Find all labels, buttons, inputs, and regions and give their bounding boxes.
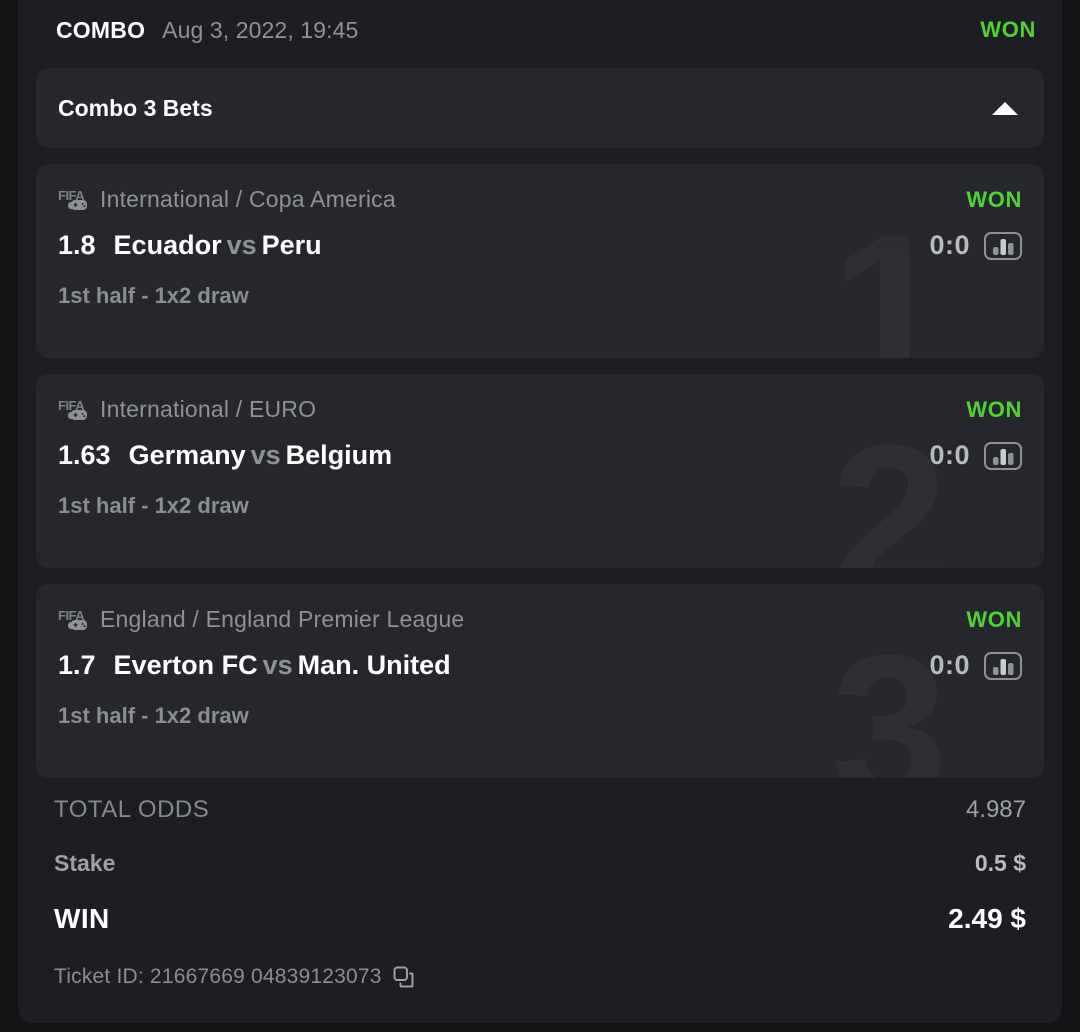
fifa-gamepad-icon: FIFA bbox=[58, 607, 90, 633]
ticket-datetime: Aug 3, 2022, 19:45 bbox=[162, 16, 359, 43]
win-label: WIN bbox=[54, 903, 110, 934]
fifa-gamepad-icon: FIFA bbox=[58, 397, 90, 423]
svg-text:FIFA: FIFA bbox=[58, 398, 85, 413]
ticket-id-label: Ticket ID: 21667669 04839123073 bbox=[54, 965, 382, 988]
bet-index-watermark: 2 bbox=[831, 414, 948, 568]
bet-odds-value: 1.63 bbox=[58, 440, 111, 470]
bet-match-row: 1.7 Everton FC vs Man. United 0:0 bbox=[58, 650, 1022, 681]
bar-chart-icon[interactable] bbox=[984, 651, 1022, 680]
total-odds-row: TOTAL ODDS 4.987 bbox=[54, 796, 1026, 824]
bet-score-group: 0:0 bbox=[929, 650, 1022, 681]
bet-header-row: FIFA England / England Premier bbox=[58, 606, 1022, 633]
bet-selection-card[interactable]: 3 FIFA bbox=[36, 584, 1044, 778]
copy-icon[interactable] bbox=[392, 965, 416, 989]
bet-away-team: Man. United bbox=[297, 650, 451, 680]
fifa-gamepad-icon: FIFA bbox=[58, 187, 90, 213]
bet-league-label: England / England Premier League bbox=[100, 606, 465, 632]
ticket-panel: COMBO Aug 3, 2022, 19:45 WON Combo 3 Bet… bbox=[18, 0, 1062, 1023]
bet-league-label: International / EURO bbox=[100, 396, 317, 422]
svg-text:FIFA: FIFA bbox=[58, 608, 85, 623]
bet-market-label: 1st half - 1x2 draw bbox=[58, 493, 249, 518]
total-odds-label: TOTAL ODDS bbox=[54, 796, 210, 823]
bet-vs-separator: vs bbox=[250, 440, 281, 470]
bet-teams: Ecuador vs Peru bbox=[114, 230, 322, 261]
bet-score-group: 0:0 bbox=[929, 440, 1022, 471]
bet-vs-separator: vs bbox=[262, 650, 293, 680]
bet-odds-value: 1.7 bbox=[58, 650, 96, 680]
bet-status-badge: WON bbox=[966, 186, 1022, 212]
bet-home-team: Germany bbox=[128, 440, 246, 470]
bet-away-team: Belgium bbox=[285, 440, 393, 470]
ticket-type-label: COMBO bbox=[56, 16, 146, 43]
bar-chart-icon[interactable] bbox=[984, 441, 1022, 470]
bet-header-row: FIFA International / Copa Amer bbox=[58, 186, 1022, 213]
bet-match-row: 1.63 Germany vs Belgium 0:0 bbox=[58, 440, 1022, 471]
total-odds-value: 4.987 bbox=[965, 796, 1026, 823]
bet-home-team: Everton FC bbox=[113, 650, 258, 680]
bet-match-row: 1.8 Ecuador vs Peru 0:0 bbox=[58, 230, 1022, 261]
ticket-summary: TOTAL ODDS 4.987 Stake 0.5 $ WIN 2.49 $ … bbox=[36, 796, 1044, 989]
bet-score: 0:0 bbox=[929, 650, 970, 680]
chevron-up-glyph bbox=[992, 101, 1018, 115]
bet-header-row: FIFA International / EURO bbox=[58, 396, 1022, 423]
win-value: 2.49 $ bbox=[948, 903, 1026, 934]
bet-status-badge: WON bbox=[966, 396, 1022, 422]
bet-home-team: Ecuador bbox=[113, 230, 222, 260]
bet-selection-card[interactable]: 1 FIFA bbox=[36, 164, 1044, 358]
bet-score-group: 0:0 bbox=[929, 230, 1022, 261]
stake-row: Stake 0.5 $ bbox=[54, 850, 1026, 877]
svg-text:FIFA: FIFA bbox=[58, 188, 85, 203]
bet-odds-value: 1.8 bbox=[58, 230, 96, 260]
combo-summary-bar[interactable]: Combo 3 Bets bbox=[36, 68, 1044, 148]
bet-score: 0:0 bbox=[929, 440, 970, 470]
combo-summary-title: Combo 3 Bets bbox=[58, 94, 213, 121]
bet-selection-card[interactable]: 2 FIFA bbox=[36, 374, 1044, 568]
win-row: WIN 2.49 $ bbox=[54, 903, 1026, 935]
bet-index-watermark: 1 bbox=[831, 204, 948, 358]
bet-teams: Everton FC vs Man. United bbox=[114, 650, 451, 681]
ticket-id-row: Ticket ID: 21667669 04839123073 bbox=[54, 965, 1026, 989]
bet-score: 0:0 bbox=[929, 230, 970, 260]
bet-market-label: 1st half - 1x2 draw bbox=[58, 283, 249, 308]
bet-away-team: Peru bbox=[261, 230, 322, 260]
bet-market-label: 1st half - 1x2 draw bbox=[58, 703, 249, 728]
bet-league-label: International / Copa America bbox=[100, 186, 396, 212]
ticket-header: COMBO Aug 3, 2022, 19:45 WON bbox=[18, 0, 1062, 60]
bar-chart-icon[interactable] bbox=[984, 231, 1022, 260]
stake-label: Stake bbox=[54, 850, 116, 876]
bet-index-watermark: 3 bbox=[831, 624, 948, 778]
bet-vs-separator: vs bbox=[226, 230, 257, 260]
stake-value: 0.5 $ bbox=[974, 850, 1026, 876]
chevron-up-icon[interactable] bbox=[988, 91, 1022, 125]
bet-status-badge: WON bbox=[966, 606, 1022, 632]
bet-teams: Germany vs Belgium bbox=[129, 440, 393, 471]
ticket-status-badge: WON bbox=[980, 17, 1036, 42]
